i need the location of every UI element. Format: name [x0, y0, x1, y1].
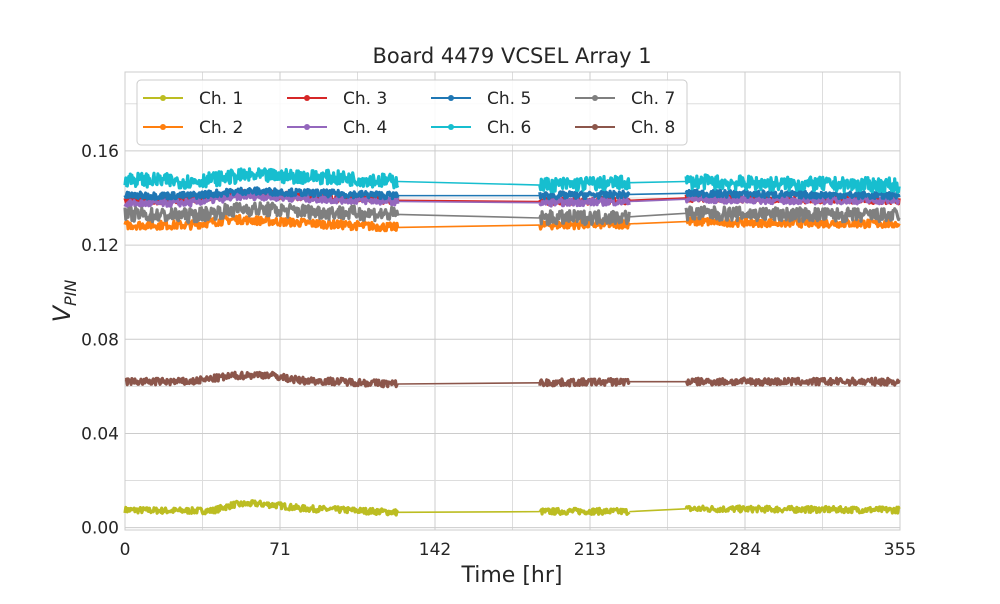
gap-connector: [397, 224, 540, 229]
series-band: [123, 213, 400, 233]
gap-connector: [397, 199, 540, 203]
y-axis-label: VPIN: [48, 280, 80, 323]
series-band: [123, 186, 400, 201]
series-6: [123, 167, 901, 194]
series-8: [124, 370, 901, 389]
series-band: [684, 205, 901, 224]
gap-connector: [629, 508, 687, 513]
legend-item: Ch. 3: [287, 89, 387, 109]
gap-connector: [629, 220, 687, 225]
gap-connector: [397, 213, 540, 219]
legend-label: Ch. 6: [487, 118, 531, 138]
x-axis-label: Time [hr]: [461, 563, 563, 588]
series-band: [684, 188, 901, 201]
series-band: [538, 196, 631, 208]
legend-box: [136, 79, 688, 146]
x-tick-label: 284: [729, 540, 761, 560]
gap-connector: [629, 197, 687, 202]
series-band: [538, 174, 631, 194]
series-band: [538, 189, 631, 201]
legend-item: Ch. 6: [431, 118, 531, 138]
legend-item: Ch. 8: [575, 118, 675, 138]
legend-marker: [448, 95, 454, 101]
series-band: [538, 377, 631, 388]
legend-item: Ch. 5: [431, 89, 531, 109]
plot-frame: [124, 71, 901, 531]
legend-label: Ch. 3: [343, 89, 387, 109]
series-band: [123, 201, 400, 225]
legend-label: Ch. 7: [631, 89, 675, 109]
y-tick-label: 0.04: [81, 424, 119, 444]
series-band: [538, 209, 631, 226]
legend-marker: [304, 95, 310, 101]
series-band: [684, 173, 901, 194]
x-tick-label: 213: [574, 540, 606, 560]
series-band: [538, 506, 631, 516]
series-1: [123, 499, 901, 517]
series-5: [123, 186, 901, 201]
series-band: [684, 504, 901, 515]
gap-connector: [397, 382, 540, 385]
y-tick-label: 0.16: [81, 142, 119, 162]
legend-marker: [304, 124, 310, 130]
gap-connector: [629, 198, 687, 203]
gap-connector: [629, 192, 687, 196]
legend-marker: [160, 124, 166, 130]
legend-item: Ch. 1: [143, 89, 243, 109]
series-band: [123, 167, 400, 190]
legend-label: Ch. 2: [199, 118, 243, 138]
legend-item: Ch. 4: [287, 118, 387, 138]
x-tick-label: 71: [269, 540, 291, 560]
chart-title: Board 4479 VCSEL Array 1: [372, 44, 651, 68]
x-tick-label: 142: [419, 540, 451, 560]
data-layer: [123, 167, 901, 517]
legend-item: Ch. 2: [143, 118, 243, 138]
gap-connector: [397, 200, 540, 204]
y-axis-label-subscript: PIN: [61, 280, 80, 306]
gap-connector: [629, 212, 687, 218]
legend-marker: [160, 95, 166, 101]
series-7: [123, 201, 901, 226]
legend: Ch. 1 Ch. 2 Ch. 3 Ch. 4 Ch. 5 Ch. 6 Ch. 7 Ch. 8: [136, 79, 688, 146]
legend-marker: [592, 124, 598, 130]
gap-connector: [629, 180, 687, 184]
legend-item: Ch. 7: [575, 89, 675, 109]
gap-connector: [397, 510, 540, 514]
series-band: [684, 376, 901, 387]
legend-label: Ch. 5: [487, 89, 531, 109]
y-tick-label: 0.08: [81, 330, 119, 350]
legend-marker: [592, 95, 598, 101]
legend-label: Ch. 1: [199, 89, 243, 109]
series-band: [124, 370, 399, 389]
x-tick-label: 0: [120, 540, 131, 560]
legend-label: Ch. 4: [343, 118, 387, 138]
series-band: [123, 191, 400, 209]
tick-labels: 0 71 142 213 284 355 0.00 0.04 0.08 0.12 0.16: [81, 142, 916, 560]
x-tick-label: 355: [884, 540, 916, 560]
series-band: [123, 499, 400, 517]
legend-marker: [448, 124, 454, 130]
gap-connector: [397, 180, 540, 186]
y-tick-label: 0.00: [81, 519, 119, 539]
legend-label: Ch. 8: [631, 118, 675, 138]
y-axis-label-main: V: [48, 304, 76, 322]
y-tick-label: 0.12: [81, 236, 119, 256]
